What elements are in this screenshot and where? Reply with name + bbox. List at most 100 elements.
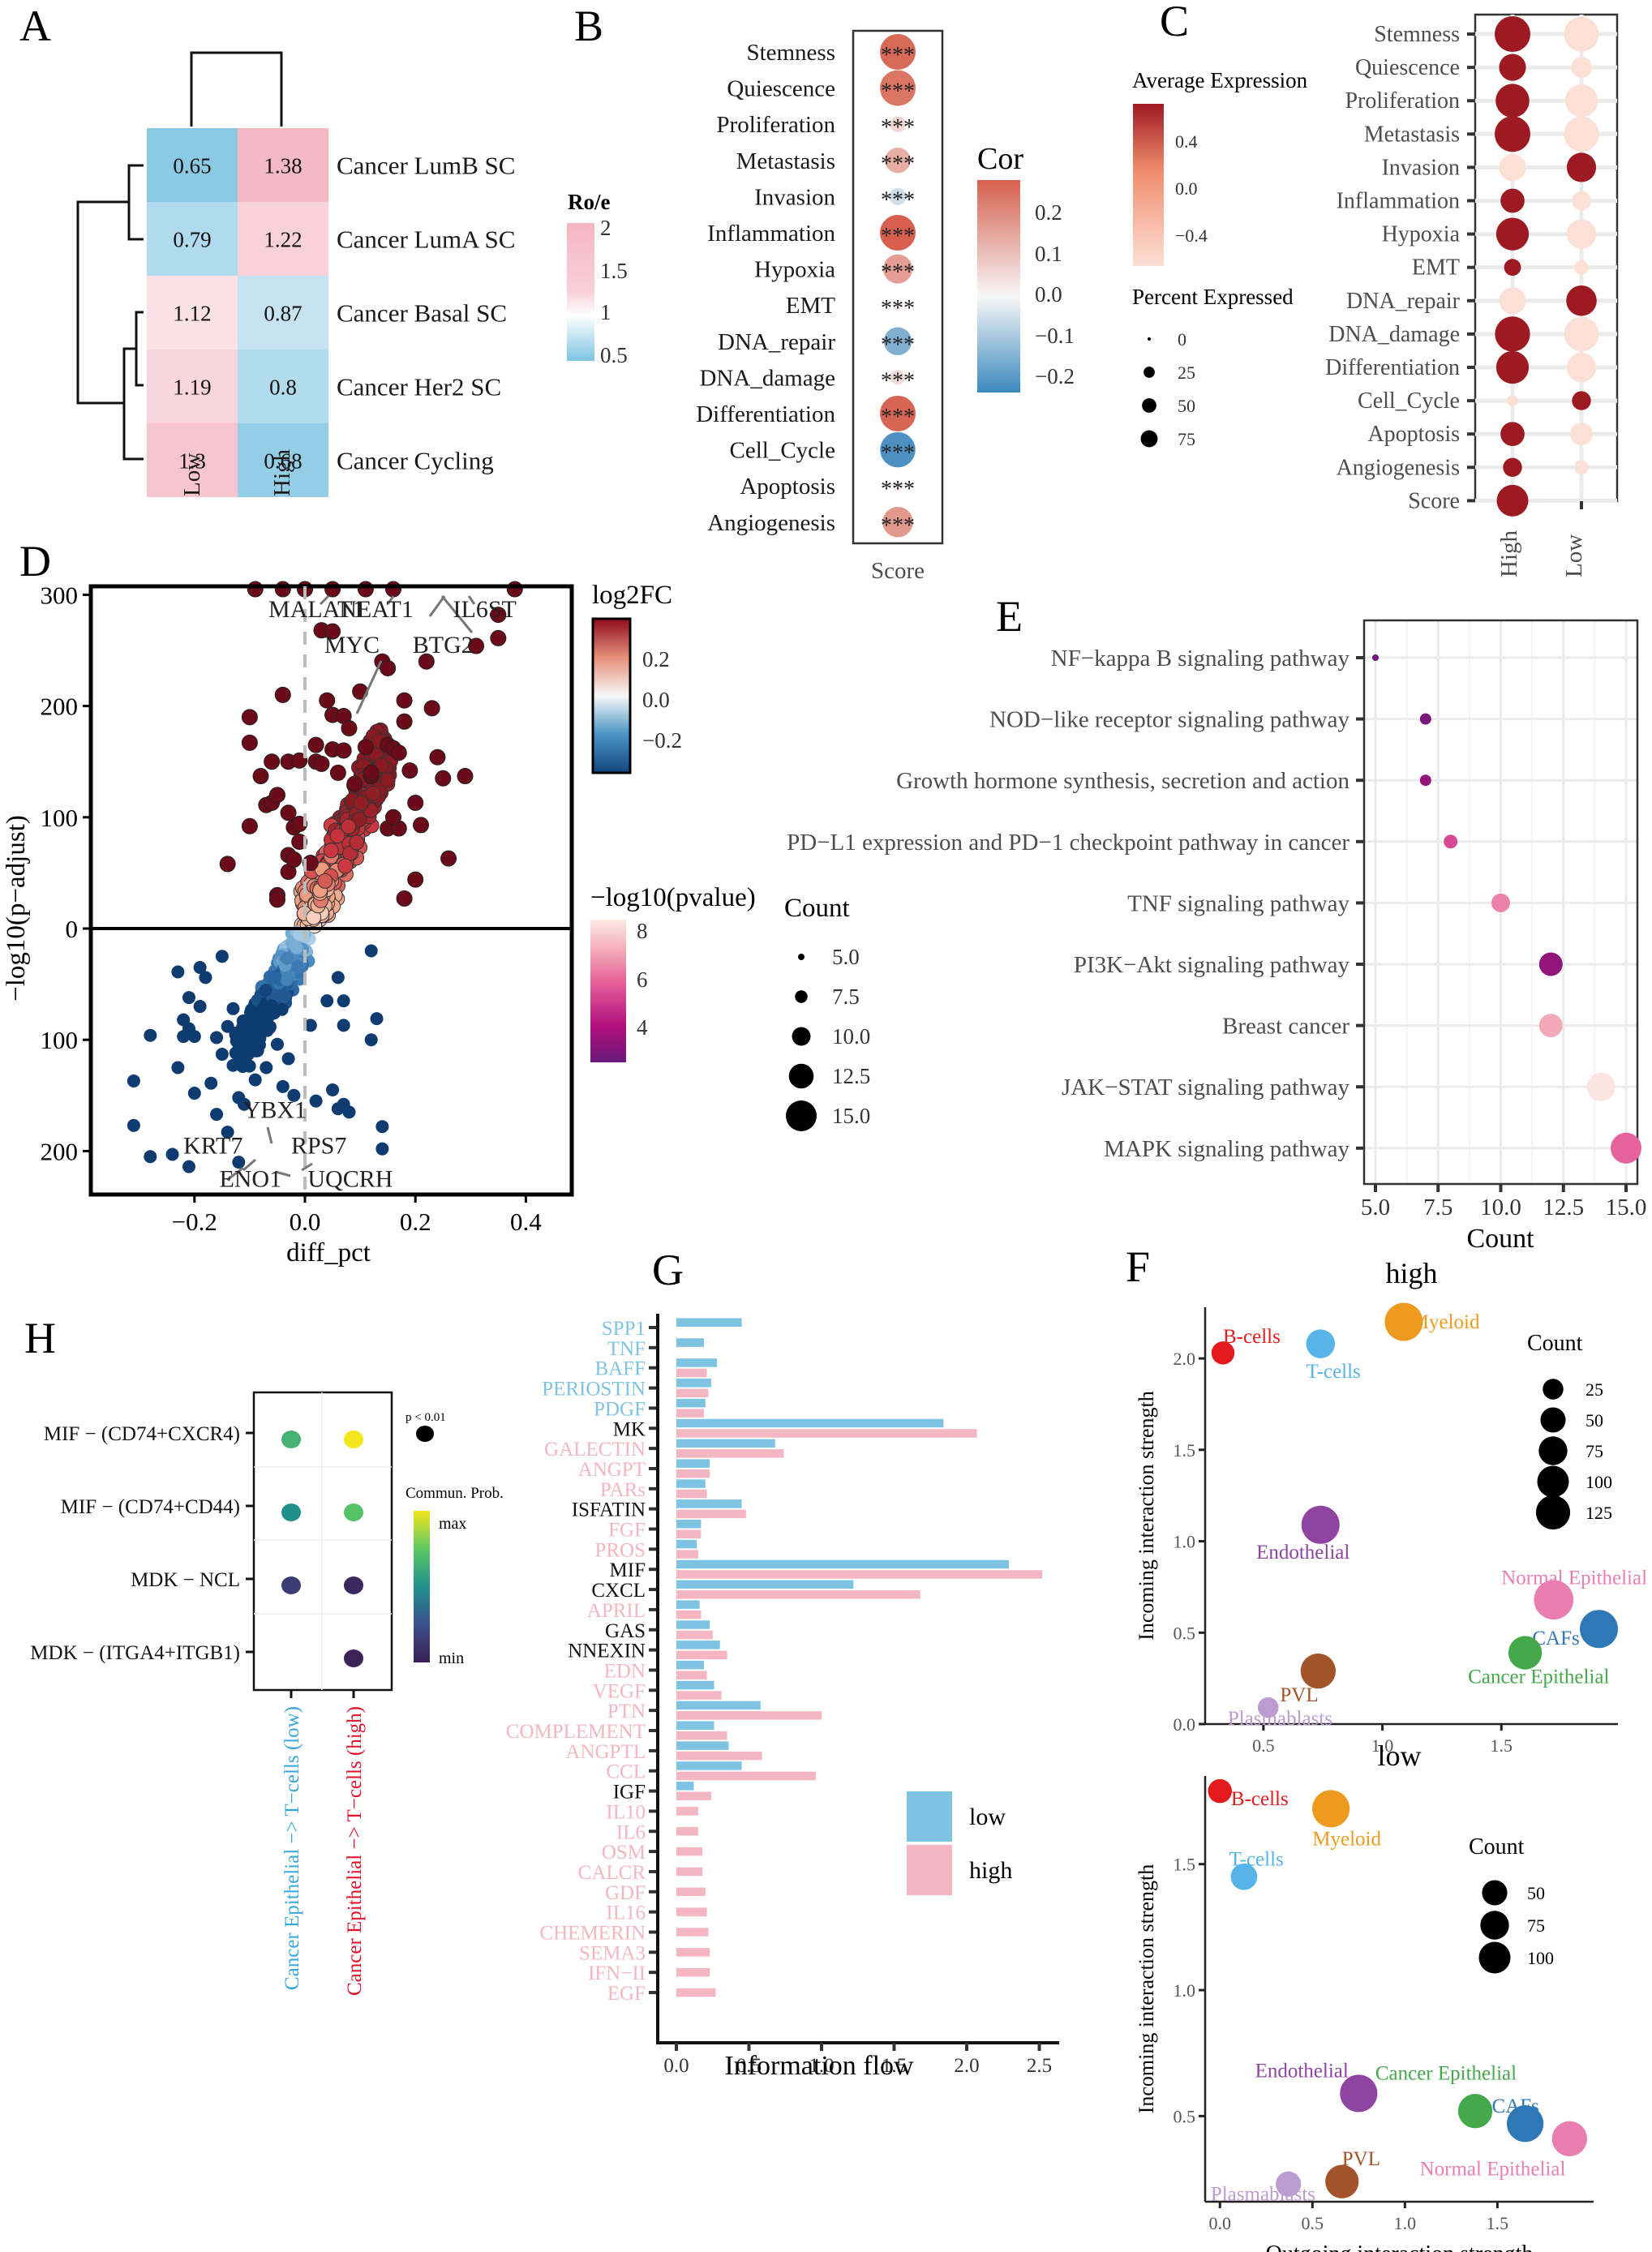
row-label: Metastasis <box>736 148 835 174</box>
row-label: Hypoxia <box>754 257 835 283</box>
x-tick-label: 7.5 <box>1423 1195 1452 1220</box>
category-label: SPP1 <box>602 1318 646 1340</box>
size-legend-dot <box>1142 398 1156 413</box>
volcano-point <box>268 971 281 984</box>
plot-frame <box>1474 13 1619 503</box>
size-legend-dot <box>1540 1407 1566 1433</box>
column-dendrogram <box>190 51 283 127</box>
expression-dot <box>1495 84 1530 118</box>
volcano-point <box>353 795 369 811</box>
bar-high <box>676 1449 784 1458</box>
category-label: GDF <box>605 1882 646 1904</box>
size-legend-label: 25 <box>1585 1379 1603 1400</box>
log2fc-tick: 0.2 <box>642 647 670 671</box>
heatmap-cell <box>238 276 328 350</box>
expression-dot <box>1504 259 1521 277</box>
volcano-point <box>274 581 291 598</box>
volcano-point <box>370 1012 384 1026</box>
celltype-label: Normal Epithelial <box>1501 1568 1647 1589</box>
category-label: IFN−II <box>588 1962 646 1984</box>
pvalue-colorbar <box>590 920 626 1062</box>
bar-high <box>676 1731 727 1740</box>
bar-high <box>676 1630 713 1640</box>
category-label: GALECTIN <box>544 1439 646 1461</box>
volcano-point <box>215 1048 229 1062</box>
category-label: GAS <box>605 1620 646 1642</box>
expression-dot <box>1495 217 1530 251</box>
roe-tick: 1 <box>600 300 611 324</box>
y-tick-label: 100 <box>41 1026 79 1054</box>
cell-value: 0.79 <box>173 228 211 252</box>
celltype-point <box>1230 1863 1258 1890</box>
row-label: DNA_repair <box>1346 289 1461 314</box>
plot-frame <box>852 29 944 545</box>
significance-stars: *** <box>881 260 915 285</box>
volcano-point <box>276 1079 290 1093</box>
heatmap-cell <box>147 276 238 350</box>
volcano-point <box>331 971 345 984</box>
celltype-point <box>1301 1505 1340 1544</box>
x-tick-label: 0.0 <box>1208 2213 1231 2233</box>
row-label: Proliferation <box>1345 88 1460 114</box>
celltype-point <box>1312 1790 1350 1828</box>
row-label: Cell_Cycle <box>730 438 835 464</box>
bar-low <box>676 1660 705 1670</box>
bar-low <box>676 1620 710 1629</box>
volcano-point <box>182 1160 195 1173</box>
correlation-dot <box>892 299 903 311</box>
bar-high <box>676 1469 710 1478</box>
pvalue-tick: 4 <box>637 1015 648 1040</box>
x-tick-label: 15.0 <box>1606 1195 1647 1220</box>
correlation-dot <box>883 254 912 284</box>
cell-value: 1.3 <box>178 449 206 474</box>
panel-f-low-scatter: low 0.5 1.0 1.5 0.0 0.5 1.0 1.5 Incoming interac… <box>1135 1739 1594 2252</box>
count-legend-title: Count <box>1469 1834 1525 1860</box>
volcano-point <box>210 1031 224 1044</box>
x-tick-label: 1.5 <box>1490 1735 1513 1756</box>
communication-dot <box>281 1431 301 1448</box>
gene-label: KRT7 <box>183 1133 242 1160</box>
celltype-point <box>1457 2094 1493 2129</box>
cell-value: 1.22 <box>264 228 302 252</box>
volcano-point <box>290 941 303 954</box>
roe-legend: Ro/e 2 1.5 1 0.5 <box>567 190 628 367</box>
category-label: EGF <box>607 1983 646 2005</box>
volcano-point <box>281 1052 295 1066</box>
volcano-point <box>291 816 308 833</box>
heatmap-cell <box>147 350 238 423</box>
volcano-point <box>127 1118 140 1132</box>
row-label: Quiescence <box>1355 55 1460 80</box>
volcano-point <box>193 1000 207 1014</box>
cor-tick: 0.1 <box>1035 242 1062 266</box>
volcano-point <box>270 1037 284 1051</box>
row-label: Inflammation <box>1337 189 1460 214</box>
volcano-point <box>252 1029 266 1043</box>
size-legend-dot <box>1478 1941 1511 1974</box>
cor-tick: −0.2 <box>1035 364 1075 388</box>
gene-label: UQCRH <box>307 1166 393 1193</box>
communication-dot <box>281 1503 301 1521</box>
volcano-point <box>468 637 485 654</box>
expression-dot <box>1499 153 1526 181</box>
column-label-high: High <box>269 449 295 497</box>
legend-swatch-high <box>907 1845 952 1895</box>
volcano-point <box>248 1073 262 1087</box>
volcano-point <box>291 833 308 850</box>
size-legend-label: 75 <box>1527 1915 1545 1936</box>
volcano-point <box>215 950 229 963</box>
label-connector <box>355 660 383 714</box>
expression-dot <box>1496 484 1529 517</box>
bar-low <box>676 1338 705 1347</box>
expression-dot <box>1574 260 1589 275</box>
cor-colorbar <box>977 180 1020 392</box>
correlation-dot <box>880 431 916 468</box>
correlation-dot <box>892 480 903 491</box>
volcano-point <box>241 734 258 751</box>
celltype-label: T-cells <box>1229 1849 1284 1871</box>
roe-colorbar <box>567 223 594 361</box>
x-tick-label: 0.5 <box>1252 1735 1275 1756</box>
panel-label-b: B <box>574 2 603 50</box>
size-legend-dot <box>1543 1379 1564 1400</box>
expression-dot <box>1495 316 1530 352</box>
panel-a-heatmap: 0.65 1.38 Cancer LumB SC 0.79 1.22 Cancer Lum… <box>76 51 628 497</box>
